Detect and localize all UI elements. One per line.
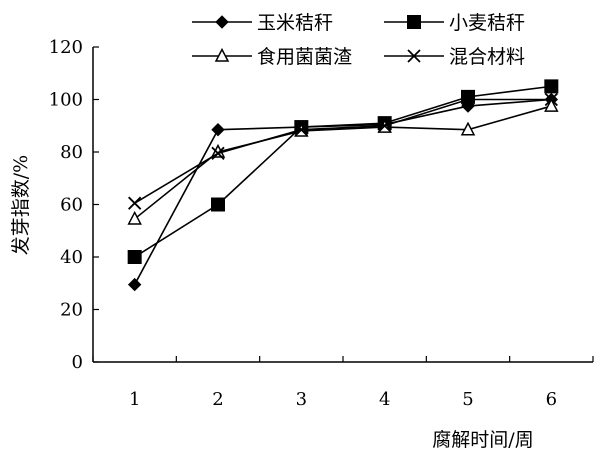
x-tick-label: 6 — [546, 389, 557, 410]
x-tick-label: 1 — [129, 389, 140, 410]
y-tick-label: 40 — [60, 247, 83, 268]
data-point — [211, 197, 225, 212]
x-tick-label: 4 — [379, 389, 390, 410]
x-tick-label: 5 — [462, 389, 473, 410]
legend-label: 食用菌菌渣 — [257, 46, 352, 68]
x-tick-label: 2 — [212, 389, 223, 410]
x-axis-label: 腐解时间/周 — [432, 429, 533, 451]
y-tick-label: 60 — [60, 195, 83, 216]
legend-label: 混合材料 — [449, 46, 525, 68]
legend-marker — [214, 47, 230, 62]
y-tick-label: 100 — [49, 90, 83, 111]
y-axis-label: 发芽指数/% — [10, 155, 32, 255]
series-3 — [127, 97, 559, 225]
legend-item: 混合材料 — [384, 46, 525, 68]
legend-label: 玉米秸秆 — [257, 12, 333, 34]
legend-marker — [407, 49, 421, 63]
y-tick-label: 120 — [49, 37, 83, 58]
series-line — [134, 85, 552, 258]
series-4 — [128, 92, 558, 210]
data-point — [127, 250, 142, 264]
axes: 0 20 40 60 80 100 120 1 2 3 4 5 6 — [49, 37, 594, 410]
data-point — [127, 277, 142, 292]
data-point — [544, 97, 559, 112]
data-point — [461, 92, 475, 107]
data-point — [294, 123, 308, 137]
legend-marker — [407, 15, 421, 29]
data-point — [211, 146, 225, 160]
legend-item: 食用菌菌渣 — [192, 46, 352, 68]
data-point — [211, 122, 225, 137]
legend-item: 小麦秸秆 — [384, 12, 525, 34]
data-point — [128, 196, 142, 210]
series-layer — [127, 79, 559, 292]
data-point — [544, 79, 559, 94]
data-point — [378, 119, 392, 133]
legend-marker — [215, 15, 229, 29]
y-tick-label: 0 — [72, 352, 83, 373]
data-point — [460, 121, 476, 136]
y-tick-label: 20 — [60, 300, 83, 321]
legend-label: 小麦秸秆 — [449, 12, 525, 34]
legend-item: 玉米秸秆 — [192, 12, 333, 34]
series-line — [134, 98, 552, 204]
data-point — [127, 210, 142, 225]
series-line — [134, 105, 552, 220]
y-tick-label: 80 — [60, 142, 83, 163]
x-tick-label: 3 — [296, 389, 307, 410]
data-point — [544, 92, 558, 107]
